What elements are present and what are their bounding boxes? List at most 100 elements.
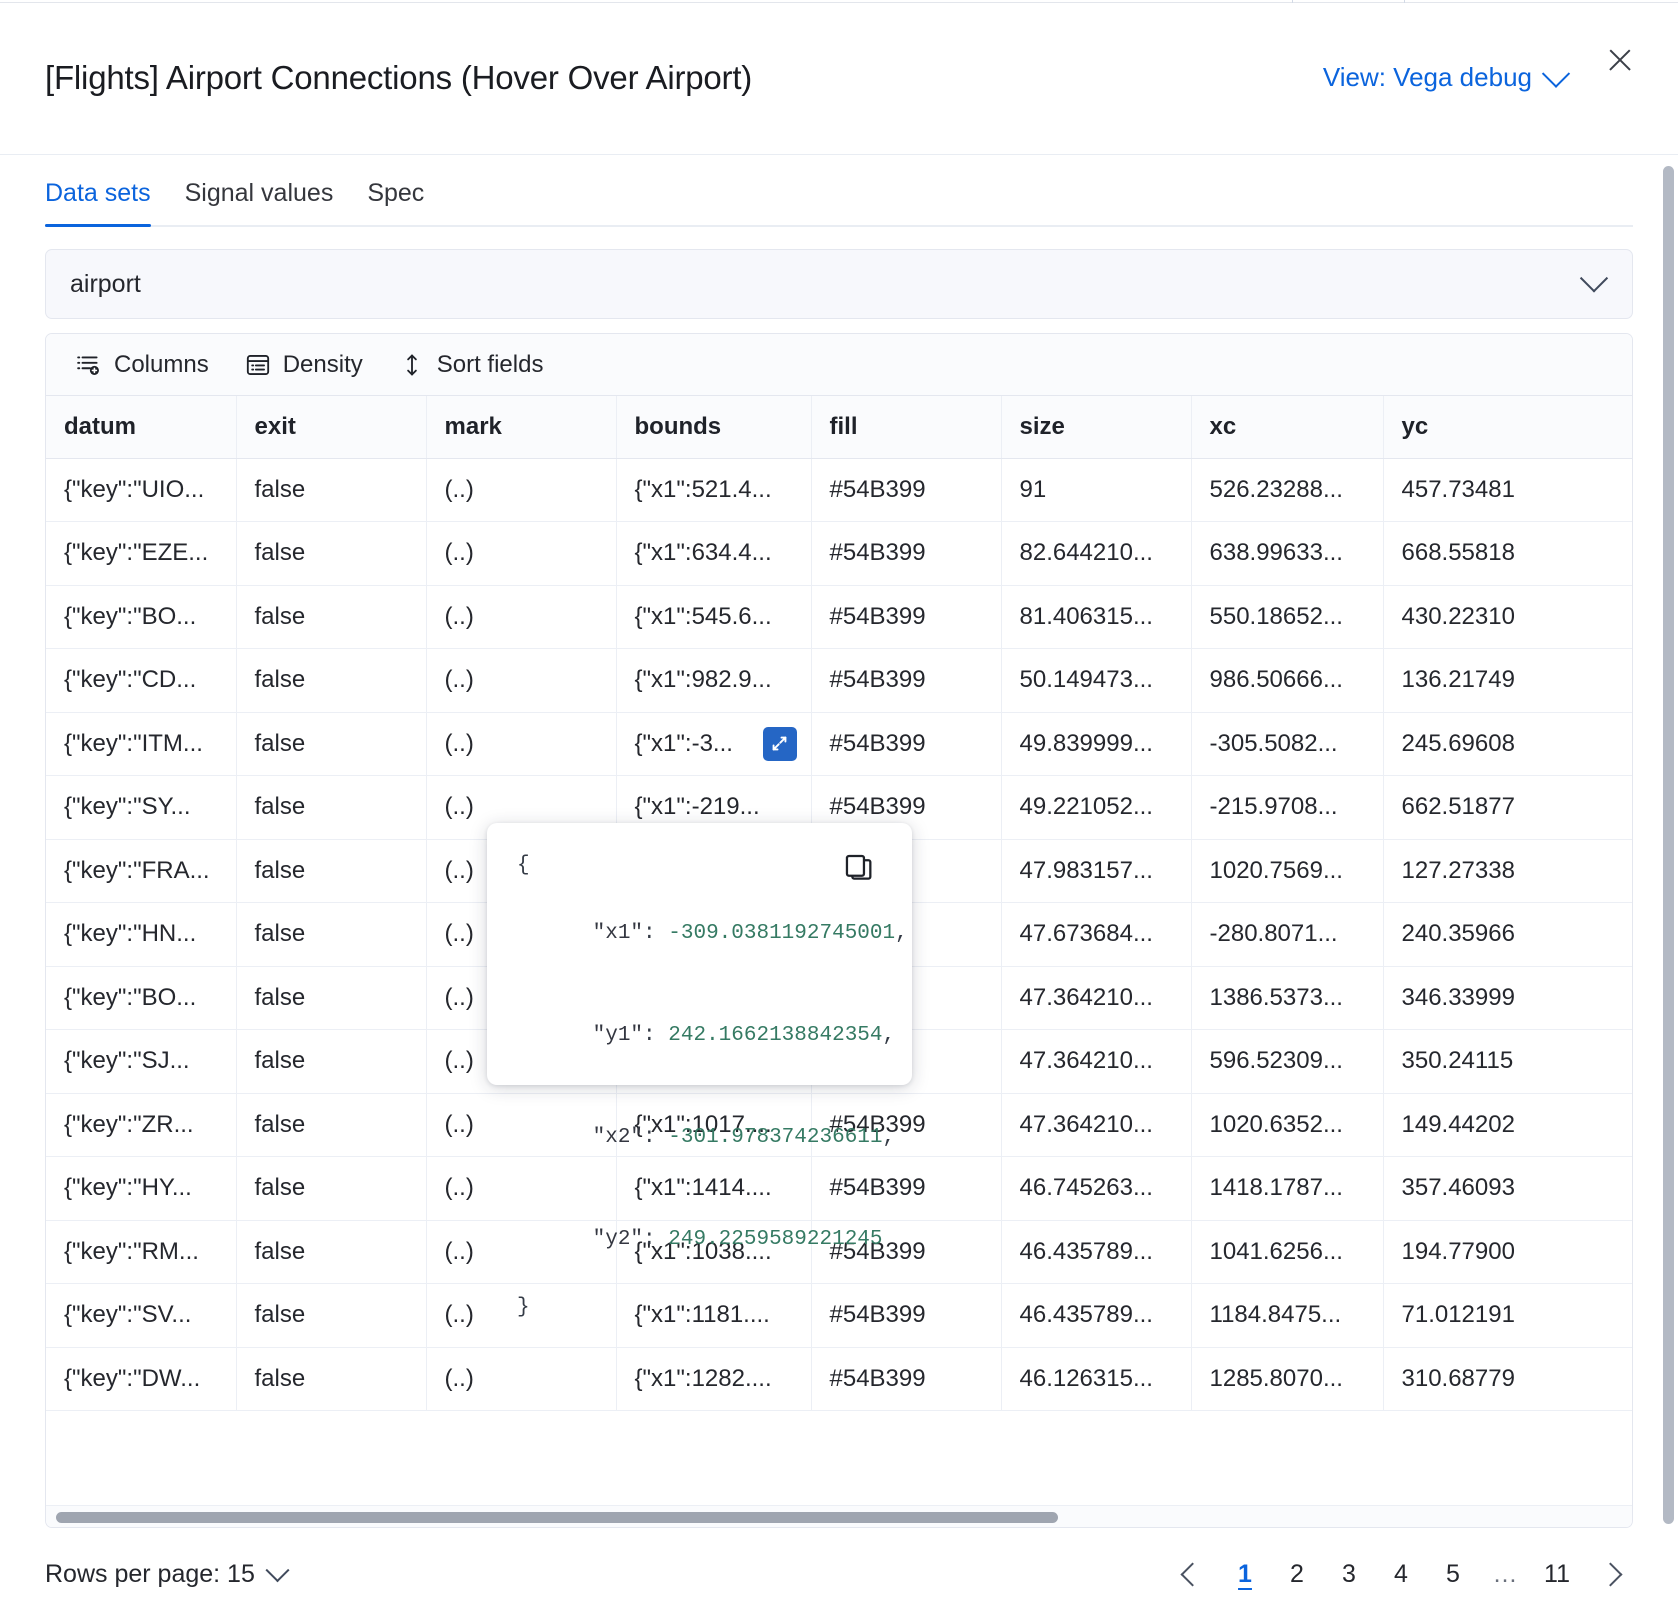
- cell-fill[interactable]: #54B399: [811, 1220, 1002, 1284]
- close-icon[interactable]: [1600, 40, 1640, 80]
- cell-xc[interactable]: 1386.5373...: [1191, 966, 1384, 1030]
- cell-datum[interactable]: {"key":"EZE...: [46, 521, 237, 586]
- tab-data-sets[interactable]: Data sets: [45, 179, 151, 227]
- cell-mark[interactable]: (..): [426, 585, 617, 649]
- expand-cell-button[interactable]: [762, 726, 797, 761]
- cell-datum[interactable]: {"key":"SV...: [46, 1283, 237, 1348]
- pagination-next-button[interactable]: [1587, 1551, 1633, 1597]
- cell-yc[interactable]: 457.73481: [1383, 458, 1632, 522]
- cell-xc[interactable]: 596.52309...: [1191, 1029, 1384, 1094]
- cell-size[interactable]: 82.644210...: [1001, 521, 1192, 586]
- cell-fill[interactable]: #54B399: [811, 1283, 1002, 1348]
- cell-mark[interactable]: (..): [426, 1220, 617, 1284]
- cell-exit[interactable]: false: [236, 521, 427, 586]
- cell-size[interactable]: 46.745263...: [1001, 1156, 1192, 1221]
- cell-yc[interactable]: 194.77900: [1383, 1220, 1632, 1284]
- cell-fill[interactable]: #54B399: [811, 458, 1002, 522]
- cell-size[interactable]: 81.406315...: [1001, 585, 1192, 649]
- cell-bounds[interactable]: {"x1":-3...: [616, 712, 812, 776]
- table-row[interactable]: {"key":"ITM... false (..) {"x1":-3...: [46, 712, 1632, 776]
- tab-signal-values[interactable]: Signal values: [184, 179, 334, 207]
- pagination-page-2[interactable]: 2: [1290, 1559, 1304, 1588]
- tab-spec[interactable]: Spec: [367, 179, 425, 207]
- cell-datum[interactable]: {"key":"ITM...: [46, 712, 237, 776]
- cell-datum[interactable]: {"key":"CD...: [46, 648, 237, 713]
- cell-bounds[interactable]: {"x1":1181....: [616, 1283, 812, 1348]
- cell-size[interactable]: 49.839999...: [1001, 712, 1192, 776]
- cell-exit[interactable]: false: [236, 1093, 427, 1157]
- cell-fill[interactable]: #54B399: [811, 712, 1002, 776]
- cell-exit[interactable]: false: [236, 458, 427, 522]
- cell-fill[interactable]: #54B399: [811, 521, 1002, 586]
- cell-exit[interactable]: false: [236, 902, 427, 967]
- cell-bounds[interactable]: {"x1":1038....: [616, 1220, 812, 1284]
- cell-datum[interactable]: {"key":"HY...: [46, 1156, 237, 1221]
- cell-datum[interactable]: {"key":"RM...: [46, 1220, 237, 1284]
- cell-size[interactable]: 50.149473...: [1001, 648, 1192, 713]
- density-button[interactable]: Density: [245, 351, 363, 379]
- cell-fill[interactable]: #54B399: [811, 1156, 1002, 1221]
- cell-datum[interactable]: {"key":"SY...: [46, 775, 237, 840]
- cell-bounds[interactable]: {"x1":982.9...: [616, 648, 812, 713]
- cell-bounds[interactable]: {"x1":634.4...: [616, 521, 812, 586]
- column-header-mark[interactable]: mark: [426, 396, 617, 459]
- cell-exit[interactable]: false: [236, 1283, 427, 1348]
- cell-size[interactable]: 47.364210...: [1001, 1029, 1192, 1094]
- cell-fill[interactable]: #54B399: [811, 648, 1002, 713]
- cell-bounds[interactable]: {"x1":1017....: [616, 1093, 812, 1157]
- cell-xc[interactable]: 1285.8070...: [1191, 1347, 1384, 1411]
- pagination-prev-button[interactable]: [1169, 1551, 1215, 1597]
- table-row[interactable]: {"key":"ZR... false (..) {"x1":1017.... …: [46, 1093, 1632, 1157]
- cell-mark[interactable]: (..): [426, 1283, 617, 1348]
- view-mode-selector[interactable]: View: Vega debug: [1323, 59, 1571, 93]
- table-row[interactable]: {"key":"DW... false (..) {"x1":1282.... …: [46, 1347, 1632, 1411]
- cell-exit[interactable]: false: [236, 775, 427, 840]
- rows-per-page-selector[interactable]: Rows per page: 15: [45, 1557, 290, 1589]
- cell-exit[interactable]: false: [236, 1220, 427, 1284]
- table-row[interactable]: {"key":"CD... false (..) {"x1":982.9... …: [46, 648, 1632, 713]
- cell-mark[interactable]: (..): [426, 521, 617, 586]
- cell-datum[interactable]: {"key":"DW...: [46, 1347, 237, 1411]
- cell-xc[interactable]: 1184.8475...: [1191, 1283, 1384, 1348]
- cell-mark[interactable]: (..): [426, 712, 617, 776]
- cell-bounds[interactable]: {"x1":1282....: [616, 1347, 812, 1411]
- sort-fields-button[interactable]: Sort fields: [399, 351, 543, 379]
- cell-xc[interactable]: -280.8071...: [1191, 902, 1384, 967]
- cell-yc[interactable]: 149.44202: [1383, 1093, 1632, 1157]
- cell-yc[interactable]: 357.46093: [1383, 1156, 1632, 1221]
- cell-xc[interactable]: 550.18652...: [1191, 585, 1384, 649]
- cell-xc[interactable]: 638.99633...: [1191, 521, 1384, 586]
- cell-yc[interactable]: 127.27338: [1383, 839, 1632, 903]
- cell-yc[interactable]: 350.24115: [1383, 1029, 1632, 1094]
- cell-mark[interactable]: (..): [426, 458, 617, 522]
- cell-datum[interactable]: {"key":"SJ...: [46, 1029, 237, 1094]
- cell-yc[interactable]: 245.69608: [1383, 712, 1632, 776]
- copy-icon[interactable]: [842, 851, 876, 885]
- cell-xc[interactable]: 1020.7569...: [1191, 839, 1384, 903]
- cell-xc[interactable]: 1041.6256...: [1191, 1220, 1384, 1284]
- cell-yc[interactable]: 240.35966: [1383, 902, 1632, 967]
- cell-xc[interactable]: 986.50666...: [1191, 648, 1384, 713]
- cell-size[interactable]: 47.983157...: [1001, 839, 1192, 903]
- column-header-datum[interactable]: datum: [46, 396, 237, 459]
- cell-yc[interactable]: 71.012191: [1383, 1283, 1632, 1348]
- cell-datum[interactable]: {"key":"UIO...: [46, 458, 237, 522]
- cell-datum[interactable]: {"key":"FRA...: [46, 839, 237, 903]
- cell-datum[interactable]: {"key":"BO...: [46, 585, 237, 649]
- cell-xc[interactable]: 1020.6352...: [1191, 1093, 1384, 1157]
- cell-xc[interactable]: -215.9708...: [1191, 775, 1384, 840]
- cell-datum[interactable]: {"key":"BO...: [46, 966, 237, 1030]
- cell-yc[interactable]: 346.33999: [1383, 966, 1632, 1030]
- flyout-scrollbar[interactable]: [1663, 166, 1674, 1536]
- table-row[interactable]: {"key":"BO... false (..) {"x1":545.6... …: [46, 585, 1632, 649]
- cell-exit[interactable]: false: [236, 839, 427, 903]
- cell-size[interactable]: 49.221052...: [1001, 775, 1192, 840]
- column-header-bounds[interactable]: bounds: [616, 396, 812, 459]
- cell-xc[interactable]: 1418.1787...: [1191, 1156, 1384, 1221]
- columns-button[interactable]: Columns: [76, 351, 209, 379]
- column-header-yc[interactable]: yc: [1383, 396, 1632, 459]
- column-header-xc[interactable]: xc: [1191, 396, 1384, 459]
- table-row[interactable]: {"key":"HN... false (..) 47.673684... -2…: [46, 902, 1632, 967]
- cell-exit[interactable]: false: [236, 648, 427, 713]
- cell-exit[interactable]: false: [236, 966, 427, 1030]
